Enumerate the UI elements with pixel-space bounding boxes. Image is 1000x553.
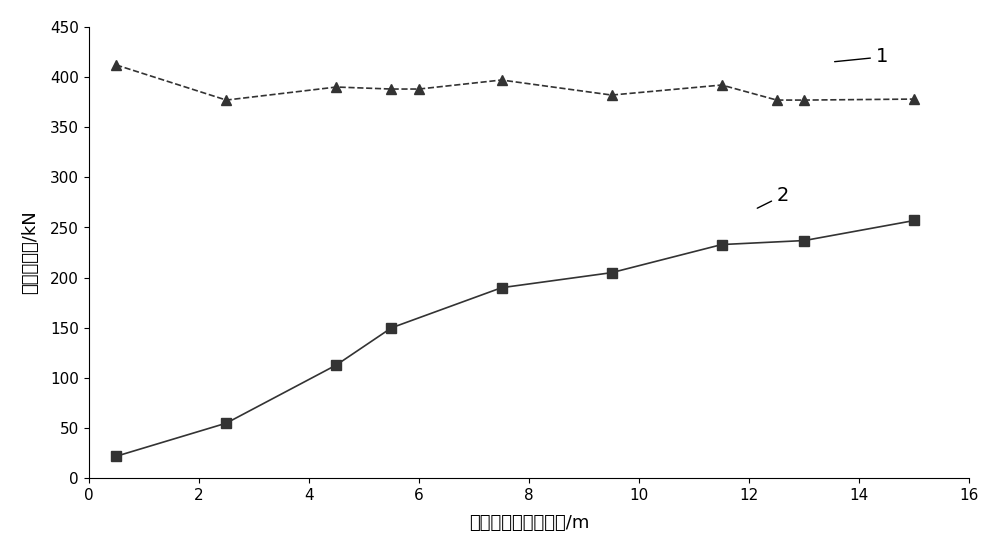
Y-axis label: 钗轨纵向力/kN: 钗轨纵向力/kN [21, 211, 39, 294]
X-axis label: 测点与断缝处的距离/m: 测点与断缝处的距离/m [469, 514, 589, 532]
Text: 1: 1 [835, 48, 888, 66]
Text: 2: 2 [757, 186, 789, 208]
